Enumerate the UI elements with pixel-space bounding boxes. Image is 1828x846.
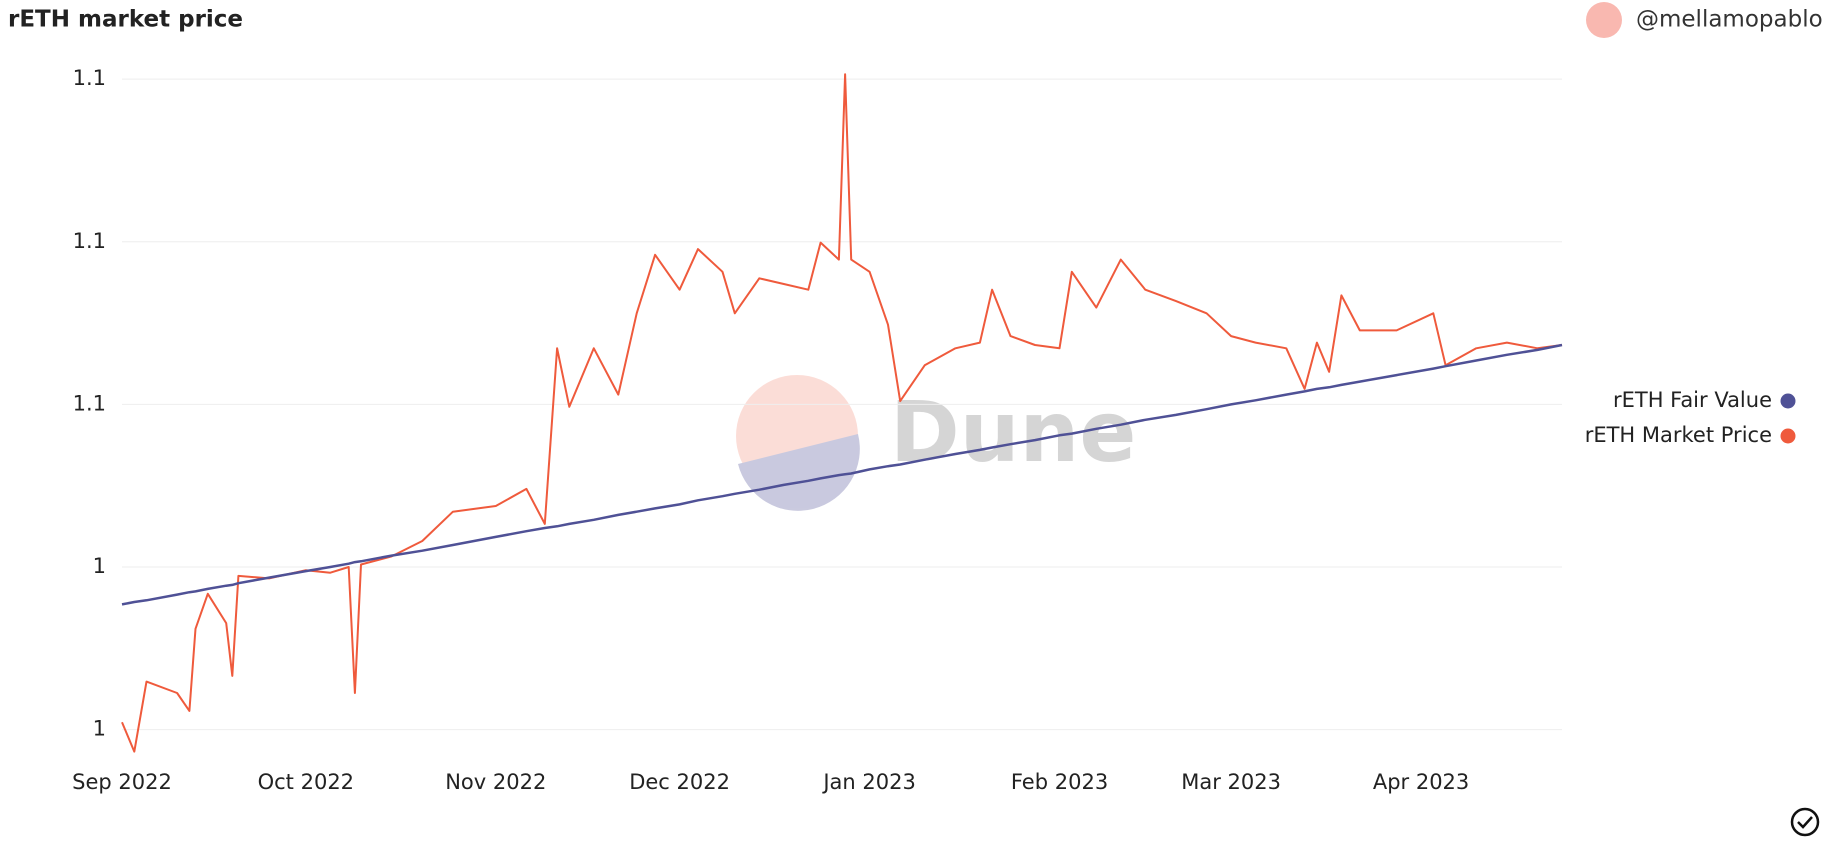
x-tick-label: Nov 2022 (445, 770, 546, 794)
x-tick-label: Sep 2022 (72, 770, 172, 794)
y-tick-label: 1.1 (73, 229, 106, 253)
x-tick-label: Apr 2023 (1373, 770, 1469, 794)
x-tick-label: Feb 2023 (1011, 770, 1108, 794)
legend-label[interactable]: rETH Market Price (1585, 423, 1772, 447)
legend-swatch (1780, 428, 1796, 444)
plot: 1 1 1.1 1.1 1.1 Sep 2022 Oct 2022 Nov 2022 Dec 2… (72, 66, 1563, 794)
check-icon[interactable] (1790, 807, 1820, 837)
x-tick-label: Dec 2022 (629, 770, 730, 794)
watermark: Dune (736, 375, 1136, 511)
legend-swatch (1780, 393, 1796, 409)
legend-label[interactable]: rETH Fair Value (1613, 388, 1772, 412)
y-tick-label: 1 (93, 717, 106, 741)
y-tick-label: 1.1 (73, 391, 106, 415)
x-tick-label: Oct 2022 (258, 770, 354, 794)
chart-title: rETH market price (8, 7, 243, 33)
series-line (121, 343, 1563, 606)
y-tick-label: 1 (93, 554, 106, 578)
x-tick-label: Jan 2023 (821, 770, 916, 794)
author-avatar (1586, 2, 1622, 38)
watermark-text: Dune (890, 383, 1136, 481)
author[interactable]: @mellamopablo (1636, 7, 1823, 33)
series-line (121, 73, 1563, 753)
x-tick-label: Mar 2023 (1181, 770, 1281, 794)
y-tick-label: 1.1 (73, 66, 106, 90)
